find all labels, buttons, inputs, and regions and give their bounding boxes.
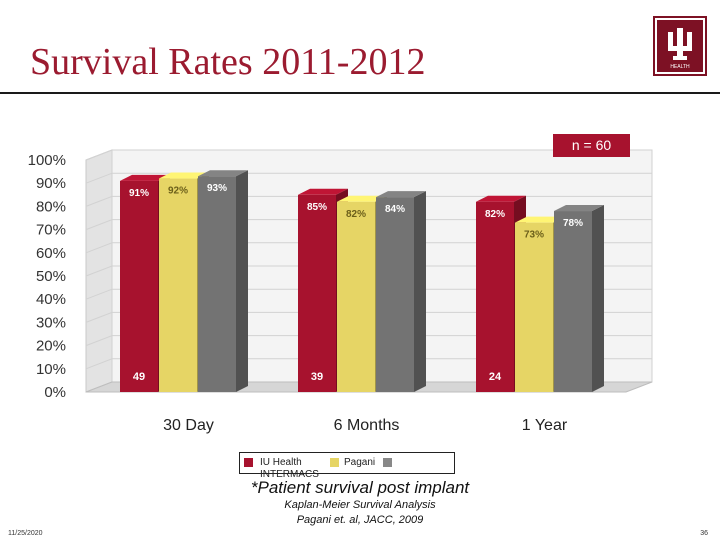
x-tick-label: 6 Months (334, 417, 400, 434)
y-tick-label: 80% (36, 198, 66, 215)
gridline (85, 358, 652, 370)
gridline (85, 149, 652, 161)
y-tick-label: 100% (28, 152, 66, 169)
bar-pagani-1-year (515, 222, 553, 392)
survival-bar-chart: 0%10%20%30%40%50%60%70%80%90%100% 91%499… (28, 149, 653, 434)
legend-swatch-iu-health (244, 458, 253, 467)
y-tick-label: 60% (36, 245, 66, 262)
bar-top-pagani-30-day (159, 172, 209, 179)
bar-iu-health-6-months (298, 194, 336, 392)
bar-iu-health-1-year (476, 201, 514, 392)
legend-swatch-pagani (330, 458, 339, 467)
bar-top-iu-health-30-day (120, 174, 170, 181)
bar-intermacs-30-day (198, 176, 236, 392)
gridline (85, 219, 652, 231)
trident-icon (668, 28, 692, 60)
bar-top-intermacs-1-year (554, 205, 604, 212)
legend: IU Health Pagani INTERMACS (239, 452, 455, 480)
gridline (85, 335, 652, 347)
bar-series: 91% 49 92% 93% 85% 39 82% 84% 82% 24 73% 78% (120, 170, 604, 392)
value-label-iu-health-1-year: 82% (485, 209, 505, 220)
y-tick-label: 10% (36, 361, 66, 378)
gridline (85, 242, 652, 254)
bar-pagani-6-months (337, 201, 375, 392)
y-axis-labels: 0% 10% 20% 30% 40% 50% 60% 70% 80% 90% 100% (28, 152, 66, 401)
sample-size-badge: n = 60 (553, 134, 630, 157)
y-tick-label: 30% (36, 314, 66, 331)
value-label-pagani-30-day: 92% (168, 186, 188, 197)
bar-iu-health-30-day (120, 180, 158, 392)
bar-top-intermacs-30-day (198, 170, 248, 177)
bar-side-intermacs-30-day (236, 170, 248, 392)
count-label-6-months: 39 (311, 371, 323, 383)
count-label-30-day: 49 (133, 371, 145, 383)
bar-top-pagani-6-months (337, 195, 387, 202)
footer-date: 11/25/2020 (8, 530, 43, 537)
value-label-intermacs-6-months: 84% (385, 204, 405, 215)
gridline (85, 311, 652, 323)
gridline (85, 195, 652, 207)
bar-top-iu-health-1-year (476, 195, 526, 202)
y-tick-label: 90% (36, 175, 66, 192)
x-tick-label: 30 Day (163, 417, 214, 434)
slide-title: Survival Rates 2011-2012 (30, 41, 426, 83)
chart-footnote: *Patient survival post implant (250, 478, 470, 497)
bar-top-pagani-1-year (515, 216, 565, 223)
y-tick-label: 50% (36, 268, 66, 285)
count-label-1-year: 24 (489, 371, 502, 383)
analysis-method: Kaplan-Meier Survival Analysis (284, 499, 436, 511)
x-tick-label: 1 Year (522, 417, 568, 434)
iu-health-logo: HEALTH (653, 16, 707, 76)
value-label-iu-health-6-months: 85% (307, 202, 327, 213)
bar-top-iu-health-6-months (298, 188, 348, 195)
value-label-iu-health-30-day: 91% (129, 188, 149, 199)
bar-side-intermacs-6-months (414, 191, 426, 392)
gridline (85, 288, 652, 300)
legend-swatch-intermacs (383, 458, 392, 467)
logo-word: HEALTH (670, 64, 690, 70)
value-label-pagani-1-year: 73% (524, 230, 544, 241)
value-label-pagani-6-months: 82% (346, 209, 366, 220)
y-tick-label: 0% (44, 384, 66, 401)
gridline (85, 172, 652, 184)
title-divider (0, 92, 720, 94)
y-tick-label: 40% (36, 291, 66, 308)
bar-side-intermacs-1-year (592, 205, 604, 392)
y-tick-label: 70% (36, 222, 66, 239)
legend-label-pagani: Pagani (344, 457, 376, 468)
legend-label-iu-health: IU Health (260, 457, 302, 468)
chart-gridlines (85, 149, 652, 370)
bar-intermacs-6-months (376, 197, 414, 392)
x-axis-labels: 30 Day 6 Months 1 Year (163, 417, 568, 434)
value-label-intermacs-30-day: 93% (207, 183, 227, 194)
y-tick-label: 20% (36, 338, 66, 355)
gridline (85, 265, 652, 277)
bar-intermacs-1-year (554, 211, 592, 392)
value-label-intermacs-1-year: 78% (563, 218, 583, 229)
legend-label-intermacs: INTERMACS (260, 469, 319, 480)
bar-top-intermacs-6-months (376, 191, 426, 198)
citation: Pagani et. al, JACC, 2009 (296, 514, 424, 526)
bar-pagani-30-day (159, 178, 197, 392)
footer-page-number: 36 (700, 530, 708, 537)
